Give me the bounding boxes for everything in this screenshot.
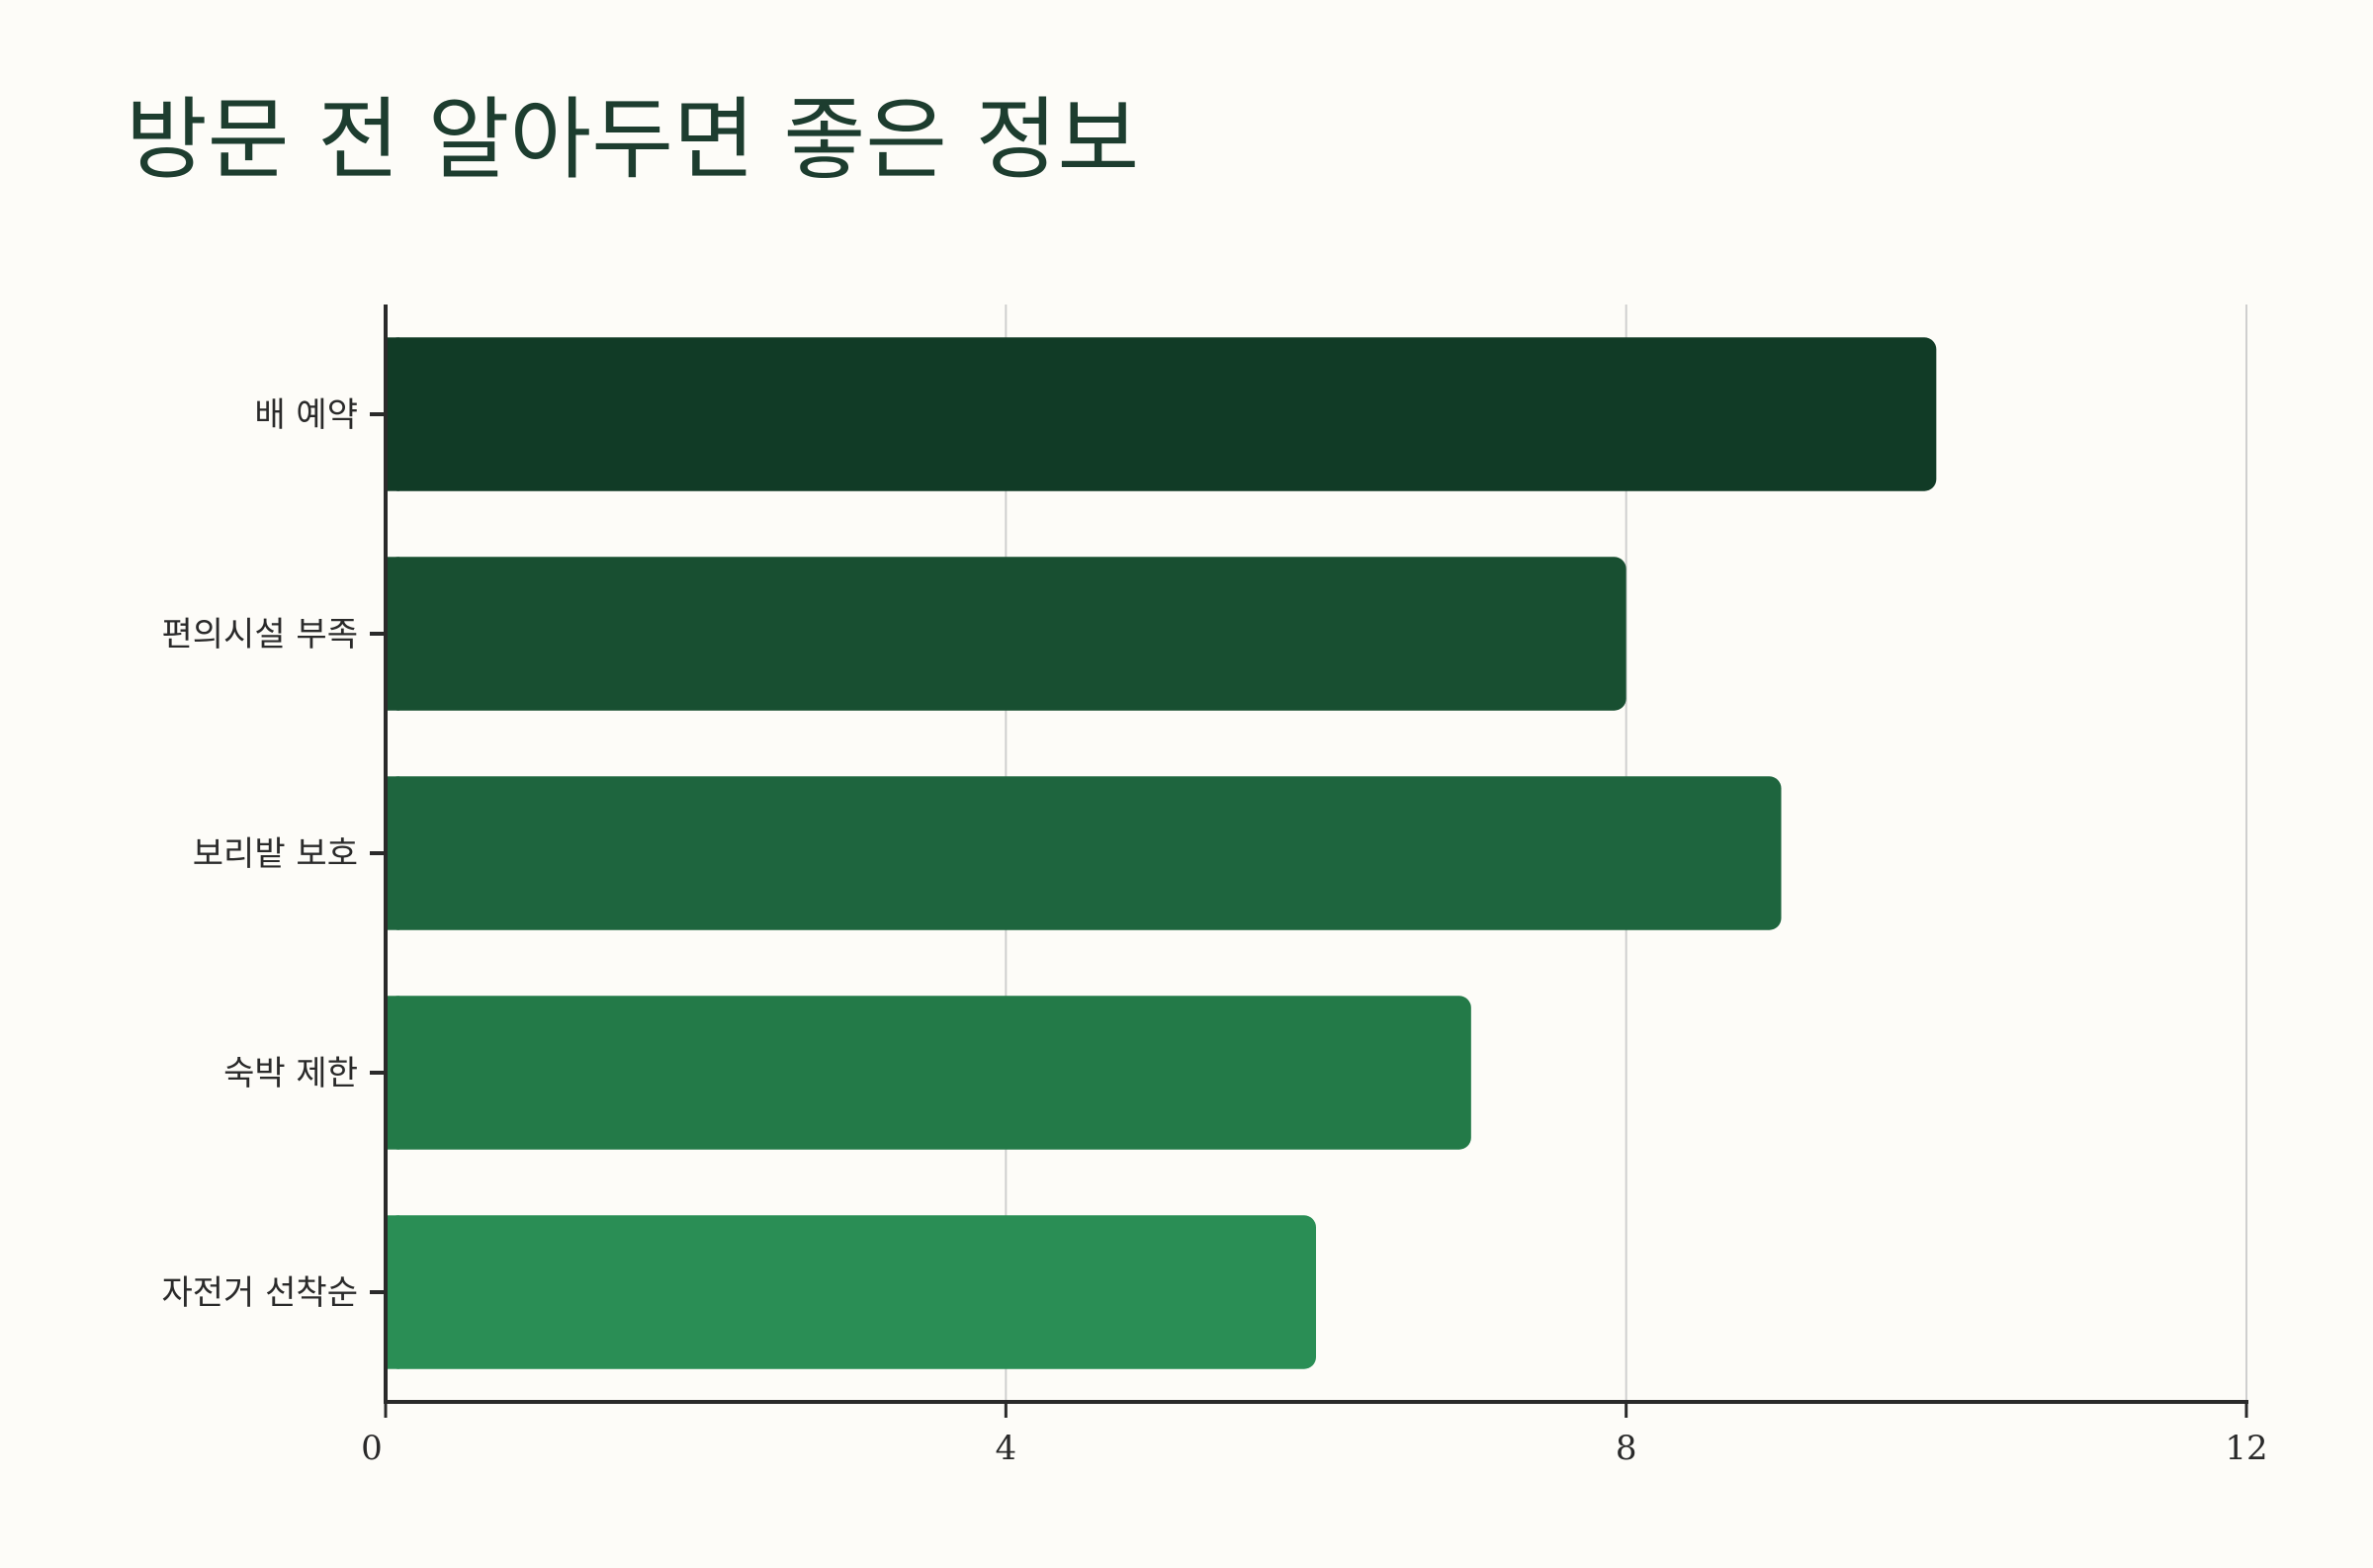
x-tick-label-12: 12 — [2225, 1429, 2267, 1468]
category-label-4: 숙박 제한 — [223, 1054, 358, 1093]
category-label-2: 편의시설 부족 — [162, 615, 359, 654]
bar-5 — [386, 1215, 1316, 1369]
x-tick-label-0: 0 — [361, 1429, 383, 1468]
bar-2 — [386, 557, 1626, 711]
category-label-1: 배 예약 — [254, 395, 358, 435]
bars — [386, 337, 1937, 1369]
category-label-3: 보리밭 보호 — [193, 834, 358, 874]
bar-5-base — [386, 1215, 399, 1369]
bar-3 — [386, 776, 1782, 930]
bar-1-base — [386, 337, 399, 491]
x-tick-label-4: 4 — [996, 1429, 1017, 1468]
x-tick-label-8: 8 — [1616, 1429, 1637, 1468]
bar-2-base — [386, 557, 399, 711]
bar-4 — [386, 996, 1471, 1150]
axes — [370, 305, 2248, 1418]
bar-1 — [386, 337, 1937, 491]
bar-3-base — [386, 776, 399, 930]
chart-title: 방문 전 알아두면 좋은 정보 — [126, 88, 1140, 192]
category-label-5: 자전거 선착순 — [162, 1273, 359, 1313]
bar-4-base — [386, 996, 399, 1150]
